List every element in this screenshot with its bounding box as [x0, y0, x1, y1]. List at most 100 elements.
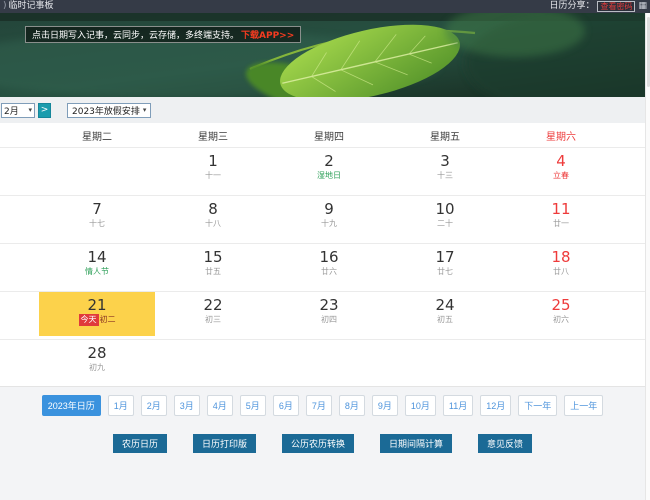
day-number: 10 [435, 200, 455, 218]
lunar-label: 廿五 [205, 267, 221, 276]
footer: 2023年日历 1月 2月 3月 4月 5月 6月 7月 8月 9月 10月 1… [0, 387, 645, 453]
weekday-wed: 星期三 [198, 131, 228, 143]
day-cell[interactable]: 24 初五 [387, 292, 503, 339]
share-label: 日历分享： [549, 1, 595, 11]
day-number: 18 [551, 248, 571, 266]
download-app-link[interactable]: 下载APP>> [241, 31, 295, 41]
day-number: 22 [203, 296, 223, 314]
nav-month-button[interactable]: 5月 [239, 395, 266, 416]
nav-month-button[interactable]: 9月 [371, 395, 398, 416]
day-number: 14 [87, 248, 107, 266]
day-cell[interactable]: 1 十一 [155, 148, 271, 195]
nav-next-year-button[interactable]: 下一年 [518, 395, 558, 416]
day-cell[interactable]: 28 初九 [39, 340, 155, 386]
day-cell[interactable]: 9 十九 [271, 196, 387, 243]
nav-year-button[interactable]: 2023年日历 [41, 395, 101, 416]
weekday-fri: 星期五 [430, 131, 460, 143]
holiday-select[interactable]: 2023年放假安排 ▾ [67, 102, 152, 118]
share-password-input[interactable] [597, 1, 636, 12]
lunar-label: 初二 [99, 315, 116, 324]
lunar-label: 廿八 [553, 267, 569, 276]
feedback-button[interactable]: 意见反馈 [478, 434, 533, 453]
nav-prev-year-button[interactable]: 上一年 [564, 395, 604, 416]
nav-month-button[interactable]: 4月 [206, 395, 233, 416]
day-number: 2 [324, 152, 334, 170]
app-grid-icon[interactable]: ▦ [638, 1, 647, 11]
festival-label: 湿地日 [317, 171, 341, 180]
weekday-header-row: 星期二 星期三 星期四 星期五 星期六 [0, 123, 645, 147]
day-number: 24 [435, 296, 455, 314]
nav-month-button[interactable]: 10月 [404, 395, 436, 416]
scrollbar-thumb[interactable] [646, 17, 650, 87]
notepad-link[interactable]: 临时记事板 [8, 1, 54, 11]
day-cell[interactable]: 15 廿五 [155, 244, 271, 291]
leaf-photo [0, 13, 645, 97]
nav-month-button[interactable]: 6月 [272, 395, 299, 416]
day-number: 15 [203, 248, 223, 266]
feature-links: 农历日历 日历打印版 公历农历转换 日期间隔计算 意见反馈 [0, 434, 645, 453]
controls-strip: 2月 ▾ > 2023年放假安排 ▾ [0, 97, 645, 123]
day-number: 7 [92, 200, 102, 218]
week-row: 1 十一 2 湿地日 3 十三 4 立春 [0, 147, 645, 195]
lunar-label: 廿七 [437, 267, 453, 276]
lunar-label: 初九 [89, 363, 105, 372]
calendar: 星期二 星期三 星期四 星期五 星期六 1 十一 2 湿地日 3 十三 4 立春… [0, 123, 645, 387]
day-cell[interactable]: 23 初四 [271, 292, 387, 339]
week-row: 28 初九 [0, 339, 645, 387]
day-number: 11 [551, 200, 571, 218]
date-interval-button[interactable]: 日期间隔计算 [380, 434, 453, 453]
day-number: 1 [208, 152, 218, 170]
day-number: 16 [319, 248, 339, 266]
day-cell-empty [155, 340, 271, 386]
go-button[interactable]: > [38, 102, 51, 118]
weekday-tue: 星期二 [82, 131, 112, 143]
nav-month-button[interactable]: 2月 [140, 395, 167, 416]
lunar-calendar-button[interactable]: 农历日历 [112, 434, 167, 453]
holiday-select-value: 2023年放假安排 [72, 106, 140, 117]
day-cell[interactable]: 4 立春 [503, 148, 619, 195]
weekday-sat: 星期六 [546, 131, 576, 143]
nav-month-button[interactable]: 12月 [480, 395, 512, 416]
lunar-label: 十九 [321, 219, 337, 228]
day-cell[interactable]: 7 十七 [39, 196, 155, 243]
day-cell[interactable]: 10 二十 [387, 196, 503, 243]
solar-term-label: 立春 [553, 171, 569, 180]
nav-month-button[interactable]: 1月 [107, 395, 134, 416]
day-cell[interactable]: 8 十八 [155, 196, 271, 243]
nav-month-button[interactable]: 3月 [173, 395, 200, 416]
lunar-label: 廿六 [321, 267, 337, 276]
nav-month-button[interactable]: 7月 [305, 395, 332, 416]
day-cell[interactable]: 25 初六 [503, 292, 619, 339]
day-cell[interactable]: 22 初三 [155, 292, 271, 339]
day-cell[interactable]: 11 廿一 [503, 196, 619, 243]
scrollbar[interactable] [645, 13, 650, 500]
lunar-label: 初三 [205, 315, 221, 324]
week-row: 14 情人节 15 廿五 16 廿六 17 廿七 18 廿八 [0, 243, 645, 291]
day-number: 21 [87, 296, 107, 314]
month-select[interactable]: 2月 ▾ [1, 102, 35, 118]
week-row: 7 十七 8 十八 9 十九 10 二十 11 廿一 [0, 195, 645, 243]
print-calendar-button[interactable]: 日历打印版 [192, 434, 256, 453]
day-number: 4 [556, 152, 566, 170]
promo-text: 点击日期写入记事，云同步，云存储，多终端支持。 [32, 31, 240, 41]
month-nav: 2023年日历 1月 2月 3月 4月 5月 6月 7月 8月 9月 10月 1… [0, 395, 645, 416]
nav-month-button[interactable]: 11月 [442, 395, 474, 416]
nav-month-button[interactable]: 8月 [338, 395, 365, 416]
day-cell[interactable]: 3 十三 [387, 148, 503, 195]
lunar-label: 初五 [437, 315, 453, 324]
day-cell[interactable]: 17 廿七 [387, 244, 503, 291]
festival-label: 情人节 [85, 267, 109, 276]
day-cell-today[interactable]: 21 今天 初二 [39, 292, 155, 336]
solar-lunar-convert-button[interactable]: 公历农历转换 [281, 434, 354, 453]
lunar-label: 初六 [553, 315, 569, 324]
day-cell-empty [503, 340, 619, 386]
day-cell[interactable]: 16 廿六 [271, 244, 387, 291]
dropdown-caret-icon: ▾ [142, 106, 147, 114]
day-number: 9 [324, 200, 334, 218]
day-cell[interactable]: 18 廿八 [503, 244, 619, 291]
day-number: 17 [435, 248, 455, 266]
day-cell[interactable]: 2 湿地日 [271, 148, 387, 195]
day-cell[interactable]: 14 情人节 [39, 244, 155, 291]
clock-icon: ) [3, 1, 7, 11]
weekday-thu: 星期四 [314, 131, 344, 143]
